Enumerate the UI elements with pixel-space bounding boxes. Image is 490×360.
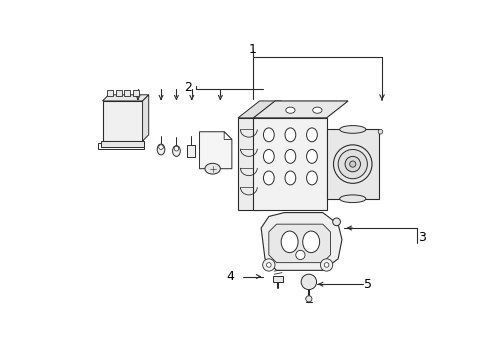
Ellipse shape <box>285 149 296 163</box>
Circle shape <box>333 218 341 226</box>
Ellipse shape <box>345 156 361 172</box>
Ellipse shape <box>264 149 274 163</box>
Ellipse shape <box>307 171 318 185</box>
Ellipse shape <box>264 128 274 142</box>
Ellipse shape <box>313 107 322 113</box>
Bar <box>187 145 195 157</box>
Polygon shape <box>224 132 232 139</box>
Polygon shape <box>98 143 144 149</box>
Bar <box>116 90 122 96</box>
Polygon shape <box>261 213 342 270</box>
Polygon shape <box>253 101 348 118</box>
Ellipse shape <box>285 171 296 185</box>
Bar <box>107 90 113 96</box>
Polygon shape <box>101 141 144 147</box>
Ellipse shape <box>286 107 295 113</box>
Circle shape <box>324 263 329 267</box>
Ellipse shape <box>264 171 274 185</box>
Ellipse shape <box>307 149 318 163</box>
Ellipse shape <box>157 144 165 155</box>
Polygon shape <box>238 101 281 118</box>
Text: 1: 1 <box>249 43 257 56</box>
Text: 3: 3 <box>418 231 426 244</box>
Text: 5: 5 <box>365 278 372 291</box>
Bar <box>102 101 143 141</box>
Ellipse shape <box>338 149 368 179</box>
Polygon shape <box>143 95 149 141</box>
Polygon shape <box>273 276 283 282</box>
Circle shape <box>267 263 271 267</box>
Ellipse shape <box>307 128 318 142</box>
Bar <box>238 118 260 210</box>
Polygon shape <box>199 132 232 169</box>
Ellipse shape <box>334 145 372 183</box>
Ellipse shape <box>172 145 180 156</box>
Circle shape <box>159 145 163 149</box>
Circle shape <box>174 147 179 151</box>
Circle shape <box>320 259 333 271</box>
Ellipse shape <box>303 231 319 253</box>
Ellipse shape <box>281 231 298 253</box>
Polygon shape <box>269 224 330 263</box>
Bar <box>124 90 130 96</box>
Circle shape <box>296 250 305 260</box>
Circle shape <box>263 259 275 271</box>
Circle shape <box>306 296 312 302</box>
Polygon shape <box>102 95 149 101</box>
Text: 4: 4 <box>226 270 234 283</box>
Circle shape <box>301 274 317 289</box>
Ellipse shape <box>205 163 220 174</box>
Text: 2: 2 <box>184 81 192 94</box>
Ellipse shape <box>340 195 366 203</box>
Bar <box>327 130 379 199</box>
Bar <box>253 118 326 210</box>
Bar <box>132 90 139 96</box>
Circle shape <box>378 130 383 134</box>
Ellipse shape <box>350 161 356 167</box>
Ellipse shape <box>340 126 366 133</box>
Ellipse shape <box>285 128 296 142</box>
